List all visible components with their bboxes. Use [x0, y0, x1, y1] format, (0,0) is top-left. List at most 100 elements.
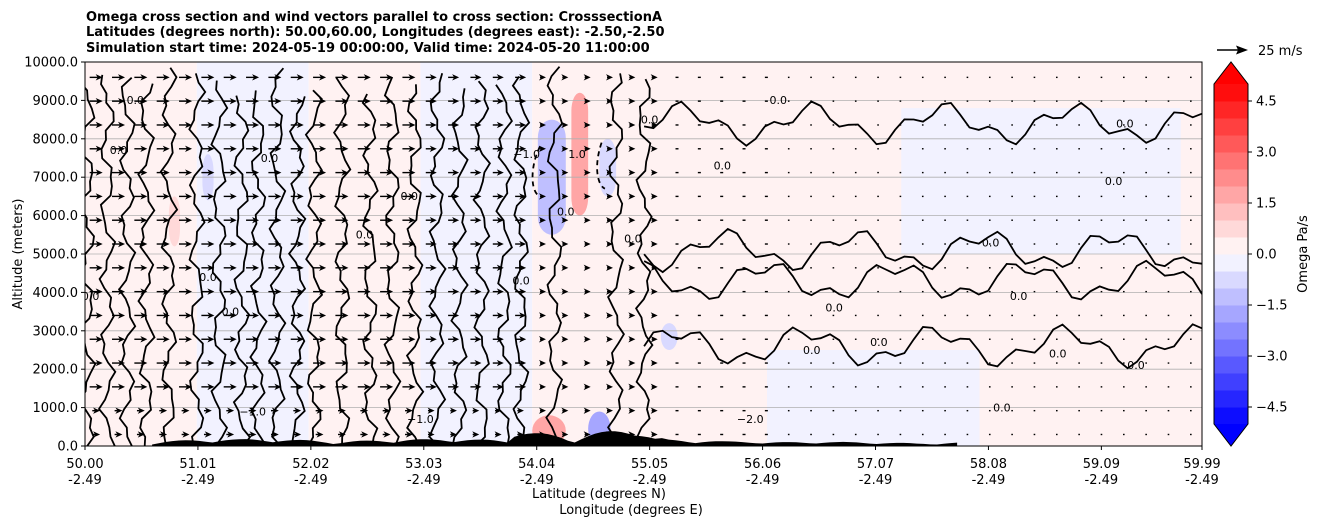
wind-vector-head	[95, 359, 103, 367]
wind-vector-dot	[1078, 171, 1080, 174]
wind-vector-dot	[810, 338, 812, 340]
wind-vector-head	[207, 145, 215, 152]
wind-vector-dot	[1011, 171, 1013, 174]
wind-vector-dot	[1055, 409, 1058, 412]
wind-vector-head	[274, 288, 282, 295]
wind-vector-head	[252, 169, 260, 176]
wind-vector-head	[519, 264, 527, 272]
wind-vector-head	[538, 169, 546, 176]
wind-vector-dot	[675, 148, 679, 150]
contour-label: 0.0	[825, 302, 843, 315]
wind-vector-head	[294, 407, 302, 414]
wind-vector-head	[650, 288, 658, 295]
wind-vector-dot	[810, 314, 812, 317]
wind-vector-dot	[921, 124, 924, 126]
contour-label: 0.0	[1127, 359, 1145, 372]
wind-vector-dot	[1145, 100, 1147, 102]
wind-vector-head	[319, 264, 327, 272]
wind-vector-dot	[1033, 314, 1036, 317]
wind-vector-dot	[966, 290, 969, 293]
wind-vector-dot	[1190, 148, 1192, 150]
y-tick-label: 7000.0	[33, 171, 79, 186]
title-line-1: Omega cross section and wind vectors par…	[86, 10, 662, 25]
wind-vector-head	[162, 121, 170, 129]
wind-vector-head	[229, 264, 237, 272]
wind-vector-dot	[1100, 171, 1103, 174]
wind-vector-head	[474, 336, 482, 343]
colorbar-swatch	[1214, 288, 1248, 306]
wind-vector-head	[561, 193, 569, 200]
wind-vector-dot	[697, 433, 701, 436]
wind-vector-head	[408, 312, 416, 319]
wind-vector-dot	[675, 124, 679, 126]
wind-vector-dot	[1011, 386, 1013, 388]
wind-vector-dot	[720, 171, 724, 174]
wind-vector-head	[95, 217, 103, 224]
colorbar-tick-label: −3.0	[1256, 350, 1288, 365]
wind-vector-dot	[832, 386, 835, 388]
wind-vector-head	[274, 383, 282, 391]
wind-vector-dot	[1100, 338, 1103, 340]
wind-vector-dot	[810, 433, 812, 436]
colorbar-label: Omega Pa/s	[1296, 215, 1311, 293]
x-tick-label-lon: -2.49	[1085, 473, 1119, 488]
wind-vector-head	[519, 383, 527, 391]
wind-vector-dot	[1033, 195, 1036, 198]
wind-vector-dot	[697, 76, 701, 79]
wind-vector-dot	[1055, 267, 1058, 269]
wind-vector-head	[319, 121, 327, 129]
wind-vector-dot	[1145, 362, 1147, 364]
x-tick-label-lat: 58.08	[970, 457, 1007, 472]
wind-vector-head	[274, 121, 282, 129]
wind-vector-dot	[1167, 76, 1170, 79]
wind-vector-head	[207, 240, 215, 248]
wind-vector-dot	[675, 100, 679, 102]
wind-vector-head	[316, 431, 324, 438]
wind-vector-head	[319, 193, 327, 200]
wind-vector-dot	[720, 338, 724, 340]
wind-vector-dot	[832, 243, 835, 245]
colorbar-swatch	[1214, 220, 1248, 238]
wind-vector-head	[628, 383, 636, 391]
contour-label: 0.0	[769, 94, 787, 107]
wind-vector-head	[519, 145, 527, 152]
colorbar-tick-label: 1.5	[1256, 197, 1277, 212]
wind-vector-dot	[1033, 290, 1036, 293]
wind-vector-head	[162, 359, 170, 367]
wind-vector-dot	[988, 243, 991, 245]
wind-vector-head	[207, 383, 215, 391]
wind-vector-dot	[877, 290, 879, 293]
wind-vector-head	[249, 407, 257, 414]
wind-vector-dot	[1190, 362, 1192, 364]
wind-vector-dot	[810, 100, 812, 102]
wind-vector-head	[162, 240, 170, 248]
x-axis-label-longitude: Longitude (degrees E)	[559, 503, 703, 518]
wind-vector-dot	[1078, 195, 1080, 198]
wind-vector-head	[252, 217, 260, 224]
wind-vector-dot	[966, 267, 969, 269]
x-tick-label-lon: -2.49	[633, 473, 667, 488]
wind-vector-dot	[832, 314, 835, 317]
wind-vector-dot	[1167, 362, 1170, 364]
wind-vector-head	[296, 336, 304, 343]
wind-vector-dot	[1123, 195, 1125, 198]
wind-vector-head	[628, 74, 636, 81]
wind-vector-dot	[1078, 409, 1080, 412]
wind-vector-dot	[899, 124, 902, 126]
wind-vector-dot	[1167, 171, 1170, 174]
wind-vector-dot	[832, 409, 835, 412]
wind-vector-dot	[1145, 171, 1147, 174]
wind-vector-head	[452, 312, 460, 319]
wind-vector-dot	[720, 243, 724, 245]
x-tick-label-lat: 57.07	[857, 457, 894, 472]
wind-vector-head	[452, 121, 460, 129]
wind-vector-dot	[697, 100, 701, 102]
wind-vector-head	[274, 97, 282, 105]
wind-vector-head	[118, 383, 126, 391]
wind-vector-dot	[854, 219, 857, 221]
wind-vector-head	[341, 383, 349, 391]
wind-vector-head	[296, 217, 304, 224]
wind-vector-head	[496, 288, 504, 295]
wind-vector-dot	[764, 386, 768, 388]
wind-vector-dot	[944, 243, 946, 245]
